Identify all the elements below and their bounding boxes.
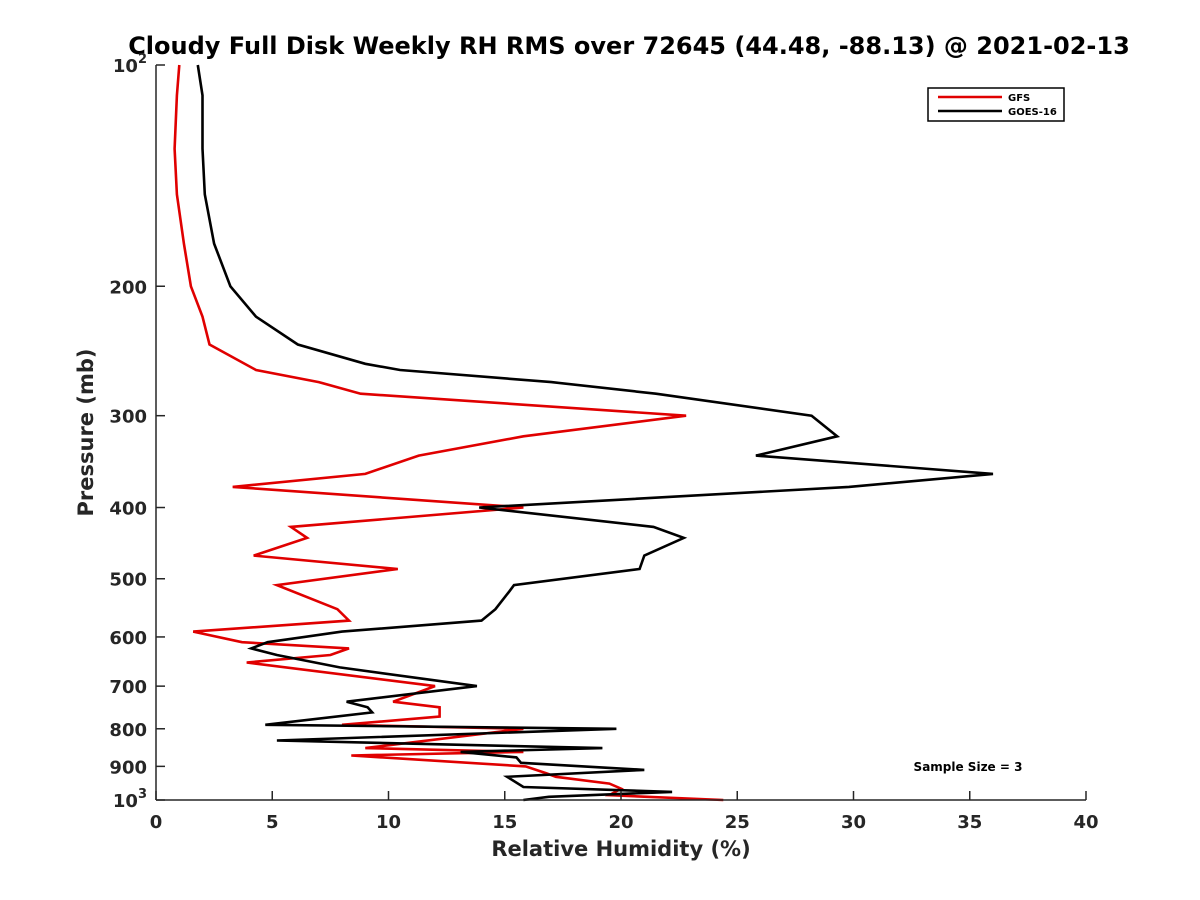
x-tick-label: 0: [150, 812, 163, 833]
y-tick-label: 700: [109, 677, 147, 698]
y-tick-label: 800: [109, 720, 147, 741]
x-tick-label: 30: [841, 812, 866, 833]
x-tick-label: 5: [266, 812, 279, 833]
y-tick-label: 103: [113, 787, 147, 812]
y-tick-label: 600: [109, 628, 147, 649]
x-tick-label: 40: [1073, 812, 1098, 833]
legend-box: [927, 87, 1065, 122]
sample-size-annotation: Sample Size = 3: [914, 760, 1023, 774]
axes-layer: 0 5 10 15 20 25 30 35 40 102 200 300 400 500 600 700 800…: [109, 52, 1098, 833]
y-axis-label: Pressure (mb): [74, 349, 98, 517]
y-tick-label: 102: [113, 52, 147, 77]
y-tick-label: 400: [109, 499, 147, 520]
x-tick-label: 25: [725, 812, 750, 833]
chart-title: Cloudy Full Disk Weekly RH RMS over 7264…: [128, 32, 1130, 60]
y-tick-label: 200: [109, 277, 147, 298]
x-tick-label: 20: [608, 812, 633, 833]
y-tick-label: 900: [109, 757, 147, 778]
legend: GFS GOES-16: [927, 87, 1065, 122]
x-tick-label: 15: [492, 812, 517, 833]
series-layer: [173, 64, 994, 802]
y-tick-label: 300: [109, 407, 147, 428]
series-line-goes-16: [196, 64, 994, 802]
x-tick-label: 35: [957, 812, 982, 833]
series-line-gfs: [173, 64, 724, 802]
y-tick-label: 500: [109, 570, 147, 591]
x-tick-label: 10: [376, 812, 401, 833]
legend-label-gfs: GFS: [1008, 93, 1030, 104]
legend-label-goes-16: GOES-16: [1008, 107, 1057, 118]
x-axis-label: Relative Humidity (%): [491, 837, 750, 861]
